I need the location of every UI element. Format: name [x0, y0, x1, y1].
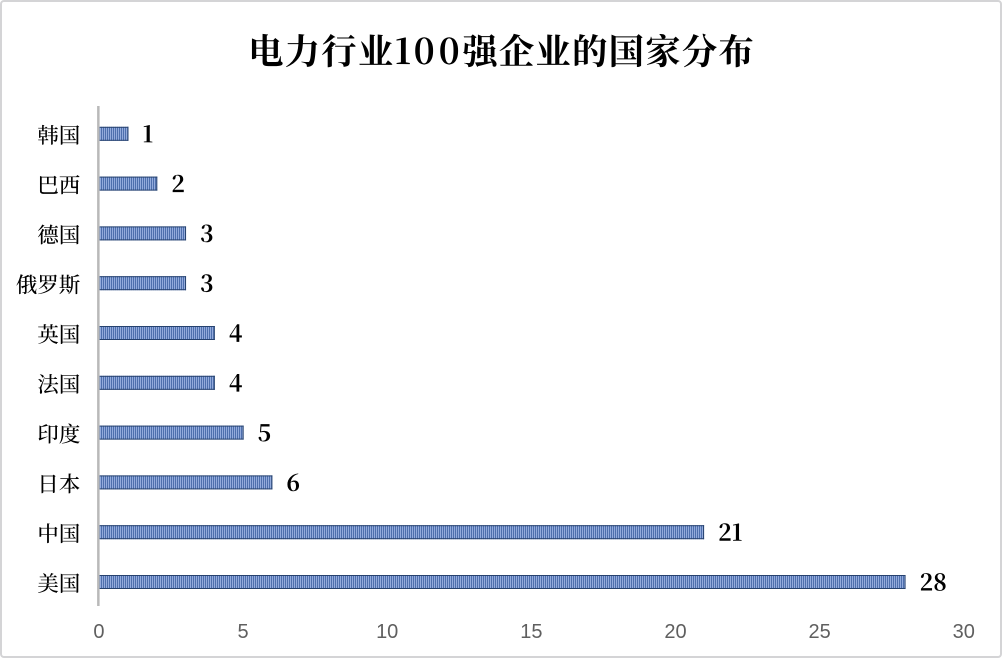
svg-text:10: 10 [376, 621, 398, 643]
svg-text:5: 5 [237, 621, 248, 643]
svg-text:30: 30 [953, 621, 975, 643]
svg-text:15: 15 [520, 621, 542, 643]
svg-text:25: 25 [809, 621, 831, 643]
svg-text:20: 20 [664, 621, 686, 643]
svg-text:0: 0 [93, 621, 104, 643]
